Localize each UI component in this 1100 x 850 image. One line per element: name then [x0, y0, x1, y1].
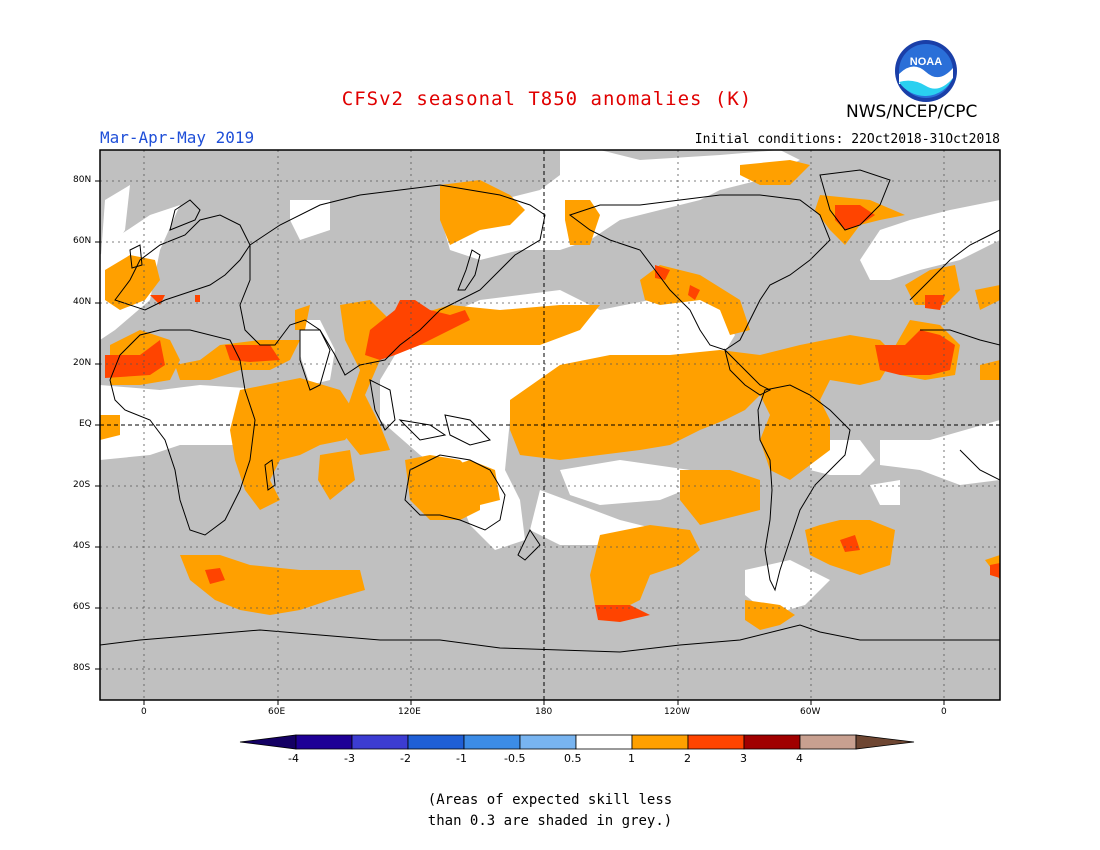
- colorbar-tick-label: 3: [740, 752, 747, 765]
- lat-label-20n: 20N: [73, 358, 92, 368]
- colorbar-segment: [799, 734, 857, 750]
- colorbar-tick-label: 1: [628, 752, 635, 765]
- colorbar-tick-label: -1: [456, 752, 467, 765]
- colorbar-arrow-high: [855, 734, 915, 750]
- lon-label-60e: 60E: [268, 707, 286, 717]
- colorbar-tick-label: -0.5: [504, 752, 526, 765]
- equator-dateline: [100, 150, 1000, 700]
- season-label: Mar-Apr-May 2019: [100, 128, 255, 147]
- colorbar-segment: [351, 734, 409, 750]
- colorbar-tick-label: -4: [288, 752, 299, 765]
- lat-label-eq: EQ: [79, 419, 92, 429]
- lat-label-20s: 20S: [73, 480, 91, 490]
- colorbar-segment: [463, 734, 521, 750]
- lon-label-120e: 120E: [398, 707, 421, 717]
- lat-label-80n: 80N: [73, 175, 92, 185]
- colorbar-segment: [575, 734, 633, 750]
- lat-label-40n: 40N: [73, 297, 92, 307]
- colorbar-tick-label: 0.5: [564, 752, 582, 765]
- chart-title: CFSv2 seasonal T850 anomalies (K): [341, 88, 753, 110]
- noaa-logo-text: NOAA: [910, 56, 942, 68]
- colorbar-segment: [407, 734, 465, 750]
- lon-label-180: 180: [535, 707, 553, 717]
- colorbar-arrow-low: [239, 734, 297, 750]
- lat-label-60s: 60S: [73, 602, 91, 612]
- colorbar-segment: [743, 734, 801, 750]
- colorbar-tick-label: -3: [344, 752, 355, 765]
- footnote-line-1: (Areas of expected skill less: [427, 792, 673, 808]
- initial-conditions: Initial conditions: 22Oct2018-31Oct2018: [694, 132, 1000, 147]
- warm-anomaly-regions: [100, 160, 1000, 630]
- lon-label-0-left: 0: [141, 707, 147, 717]
- colorbar-tick-label: 2: [684, 752, 691, 765]
- colorbar-tick-label: -2: [400, 752, 411, 765]
- colorbar-segment: [519, 734, 577, 750]
- lon-label-120w: 120W: [664, 707, 691, 717]
- colorbar-segment: [687, 734, 745, 750]
- lat-label-80s: 80S: [73, 663, 91, 673]
- lat-label-40s: 40S: [73, 541, 91, 551]
- graticule: [100, 150, 1000, 700]
- colorbar-segment: [295, 734, 353, 750]
- noaa-logo: NOAA: [895, 40, 957, 102]
- colorbar-tick-label: 4: [796, 752, 803, 765]
- coastlines: [100, 169, 1000, 653]
- lat-label-60n: 60N: [73, 236, 92, 246]
- footnote-line-2: than 0.3 are shaded in grey.): [427, 813, 673, 829]
- colorbar-segment: [631, 734, 689, 750]
- lon-label-0-right: 0: [941, 707, 947, 717]
- agency-label: NWS/NCEP/CPC: [846, 102, 978, 122]
- lon-label-60w: 60W: [800, 707, 821, 717]
